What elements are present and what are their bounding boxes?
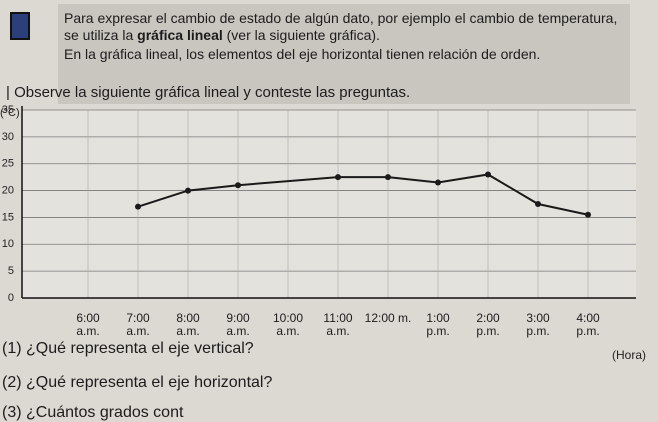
question: (1) ¿Qué representa el eje vertical? [2, 340, 254, 357]
text: Para expresar el cambio de estado de alg… [64, 10, 618, 43]
text: Observe la siguiente gráfica lineal y co… [14, 84, 411, 101]
point [385, 174, 391, 181]
x-tick-label: 11:00 a.m. [323, 311, 353, 338]
y-tick-label: 0 [8, 292, 14, 304]
y-tick-label: 5 [8, 265, 14, 277]
y-tick-label: 35 [2, 104, 14, 116]
plot-area [22, 110, 636, 298]
point [435, 179, 441, 186]
x-tick-label: 8:00 a.m. [176, 311, 200, 338]
point [335, 174, 341, 181]
instruction: | Observe la siguiente gráfica lineal y … [6, 84, 411, 101]
x-tick-label: 7:00 a.m. [126, 311, 150, 338]
text: (ver la siguiente gráfica). [226, 27, 380, 43]
y-tick-label: 30 [2, 131, 14, 143]
x-tick-label: 9:00 a.m. [226, 311, 250, 338]
y-tick-label: 25 [2, 158, 14, 170]
x-tick-label: 3:00 p.m. [526, 311, 550, 338]
book-icon [10, 12, 30, 40]
point [485, 171, 491, 178]
x-tick-label: 4:00 p.m. [576, 311, 600, 338]
header-paragraph: En la gráfica lineal, los elementos del … [64, 46, 541, 62]
x-tick-label: 2:00 p.m. [476, 311, 500, 338]
y-axis-label: (°C) [0, 107, 20, 119]
point [535, 201, 541, 207]
x-tick-label: 12:00 m. [364, 311, 412, 325]
y-tick-label: 15 [2, 211, 14, 223]
y-tick-label: 20 [2, 184, 14, 196]
y-tick-label: 10 [2, 238, 14, 250]
point [135, 203, 141, 210]
header-box: Para expresar el cambio de estado de alg… [58, 4, 630, 104]
x-tick-label: 6:00 a.m. [76, 311, 100, 338]
point [585, 211, 591, 218]
question: (2) ¿Qué representa el eje horizontal? [2, 374, 273, 391]
header-paragraph: Para expresar el cambio de estado de alg… [58, 4, 630, 44]
question: (3) ¿Cuántos grados cont [2, 404, 184, 421]
x-tick-label: 1:00 p.m. [426, 311, 450, 338]
point [235, 182, 241, 189]
x-axis-label: (Hora) [612, 348, 646, 362]
bold-text: gráfica lineal [137, 27, 223, 43]
x-tick-label: 10:00 a.m. [272, 311, 304, 338]
point [185, 187, 191, 194]
